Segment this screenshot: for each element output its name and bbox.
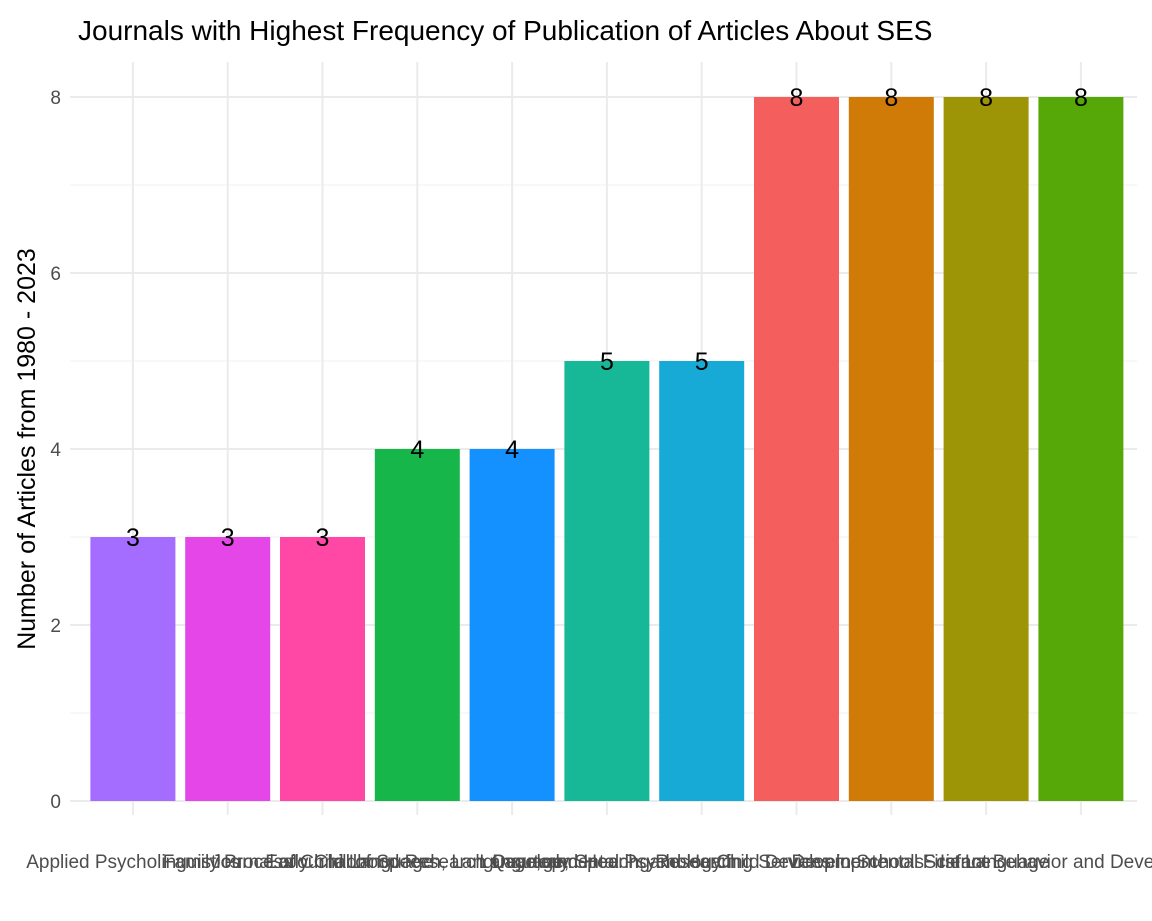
data-label: 3: [221, 524, 235, 552]
x-tick-label: Journal of Speech, Language, and Hearing…: [288, 852, 737, 873]
data-label: 3: [126, 524, 140, 552]
y-tick-label: 4: [50, 440, 61, 461]
bar: [374, 449, 460, 801]
x-tick-label: Journal of Child Language: [212, 852, 434, 873]
data-label: 5: [600, 348, 614, 376]
y-axis: 0 2 4 6 8: [50, 88, 61, 813]
x-tick-label: Applied Psycholinguistics: [26, 852, 239, 873]
y-tick-label: 8: [50, 88, 61, 109]
x-tick-label: Child Development: [716, 852, 877, 873]
data-label: 4: [410, 436, 424, 464]
data-label: 8: [790, 84, 804, 112]
x-tick-label: Family Process: [163, 852, 293, 873]
data-label: 5: [695, 348, 709, 376]
bar: [280, 537, 365, 801]
chart-title: Journals with Highest Frequency of Publi…: [78, 15, 932, 46]
data-label: 8: [979, 84, 993, 112]
data-label: 3: [316, 524, 330, 552]
bars: [90, 97, 1124, 801]
y-tick-label: 2: [50, 616, 61, 637]
x-tick-label: Developmental Psychology: [492, 852, 722, 873]
bar: [848, 97, 934, 801]
data-label: 4: [505, 436, 519, 464]
bar: [754, 97, 839, 801]
x-tick-label: Developmental Science: [791, 852, 991, 873]
data-labels: 3 3 3 4 4 5 5 8 8 8 8: [126, 84, 1088, 552]
y-tick-label: 0: [50, 792, 61, 813]
bar: [943, 97, 1029, 801]
x-tick-label: First Language: [923, 852, 1050, 873]
bar: [564, 361, 650, 801]
x-tick-label: Early Childhood Research Quarterly: [265, 852, 570, 873]
bar: [1038, 97, 1124, 801]
x-tick-label: Infant Behavior and Development: [940, 852, 1152, 873]
bar: [469, 449, 555, 801]
data-label: 8: [1074, 84, 1088, 112]
x-tick-label: Language, Speech, and Hearing Services i…: [479, 852, 924, 873]
bar: [185, 537, 271, 801]
y-tick-label: 6: [50, 264, 61, 285]
bar: [659, 361, 745, 801]
data-label: 8: [884, 84, 898, 112]
y-axis-label: Number of Articles from 1980 - 2023: [13, 248, 41, 650]
bar: [90, 537, 176, 801]
